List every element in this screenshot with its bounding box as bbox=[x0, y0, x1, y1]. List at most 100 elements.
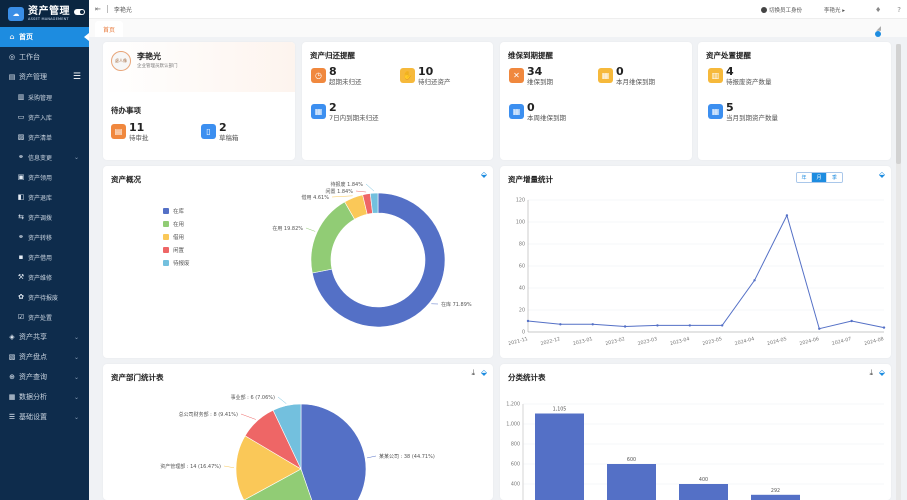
settings-icon[interactable] bbox=[875, 31, 881, 37]
sidebar-item-3[interactable]: ▥ 采购管理 bbox=[0, 87, 89, 107]
svg-text:闲置 1.84%: 闲置 1.84% bbox=[326, 188, 354, 195]
sidebar-item-11[interactable]: ▪ 资产借用 bbox=[0, 247, 89, 267]
scroll-thumb[interactable] bbox=[896, 44, 901, 164]
tab-home[interactable]: 首页 bbox=[95, 21, 124, 37]
period-month[interactable]: 月 bbox=[812, 173, 827, 182]
stat-maint-due[interactable]: ✕ 34 维保到期 bbox=[509, 66, 553, 87]
chart-legend: 在库 在用 借用 闲置 待报废 bbox=[163, 204, 190, 269]
menu-icon: ▧ bbox=[8, 353, 16, 361]
help-icon[interactable]: ? bbox=[897, 5, 901, 14]
svg-text:待报废 1.84%: 待报废 1.84% bbox=[331, 181, 364, 188]
sidebar-item-label: 工作台 bbox=[19, 53, 40, 61]
stat-due-7days[interactable]: ▦ 2 7日内到期未归还 bbox=[311, 102, 379, 123]
stat-maint-month[interactable]: ▦ 0 本月维保到期 bbox=[598, 66, 655, 87]
menu-icon: ⊕ bbox=[9, 373, 15, 381]
stat-pending-scrap[interactable]: ▥ 4 待报废资产数量 bbox=[708, 66, 772, 87]
user-department: 企业管理员默认部门 bbox=[137, 64, 178, 69]
sidebar-item-4[interactable]: ▭ 资产入库 bbox=[0, 107, 89, 127]
svg-text:2021-11: 2021-11 bbox=[508, 336, 529, 347]
line-chart: 0 20 40 60 80 100 120 2021-11 2022-12 2023-01 2023… bbox=[508, 198, 886, 347]
sidebar-item-8[interactable]: ◧ 资产退库 bbox=[0, 187, 89, 207]
stat-pending-return[interactable]: ✋ 10 待归还资产 bbox=[400, 66, 451, 87]
sidebar-item-16[interactable]: ▧ 资产盘点 ⌄ bbox=[0, 347, 89, 367]
asset-growth-card: 资产增量统计 年 月 季 ⬙ 0 20 40 60 80 100 120 2021-11 202… bbox=[500, 166, 891, 358]
menu-icon: ◧ bbox=[17, 193, 25, 201]
legend-item[interactable]: 借用 bbox=[163, 230, 190, 243]
todo-title: 待办事项 bbox=[111, 106, 141, 115]
legend-item[interactable]: 待报废 bbox=[163, 256, 190, 269]
legend-item[interactable]: 在库 bbox=[163, 204, 190, 217]
legend-item[interactable]: 在用 bbox=[163, 217, 190, 230]
download-icon[interactable]: ⤓ bbox=[471, 368, 475, 377]
collapse-sidebar-icon[interactable]: ⇤ bbox=[95, 5, 101, 13]
page-scrollbar[interactable] bbox=[896, 44, 901, 500]
stat-maint-week[interactable]: ▦ 0 本周维保到期 bbox=[509, 102, 566, 123]
tab-scroll-icon[interactable]: ◢ bbox=[876, 25, 881, 32]
sidebar-item-18[interactable]: ▦ 数据分析 ⌄ bbox=[0, 387, 89, 407]
sidebar-item-0[interactable]: ⌂ 首页 bbox=[0, 27, 89, 47]
card-title: 资产处置提醒 bbox=[706, 51, 751, 60]
stat-month-expiring[interactable]: ▦ 5 当月到期资产数量 bbox=[708, 102, 778, 123]
svg-text:120: 120 bbox=[516, 198, 525, 204]
svg-text:100: 100 bbox=[516, 220, 525, 226]
sidebar-item-9[interactable]: ⇆ 资产调拨 bbox=[0, 207, 89, 227]
sidebar-item-label: 资产领用 bbox=[28, 174, 53, 182]
sidebar-item-12[interactable]: ⚒ 资产维修 bbox=[0, 267, 89, 287]
sidebar-item-15[interactable]: ◈ 资产共享 ⌄ bbox=[0, 327, 89, 347]
top-bar: ⇤ 李艳光 切换员工身份 李艳光 ▸ ♦ ? bbox=[89, 0, 907, 19]
calendar-icon: ▦ bbox=[708, 104, 723, 119]
stat-overdue[interactable]: ◷ 8 超期未归还 bbox=[311, 66, 362, 87]
pie-chart: 某某公司 : 38 (44.71%) 资产管理部 : 14 (16.47%) 总公司… bbox=[160, 394, 435, 500]
calendar-icon: ▦ bbox=[598, 68, 613, 83]
user-menu[interactable]: 李艳光 ▸ bbox=[823, 7, 845, 14]
menu-icon: ✿ bbox=[18, 293, 24, 301]
svg-text:20: 20 bbox=[519, 308, 525, 314]
list-icon[interactable]: ☰ bbox=[72, 72, 81, 82]
svg-text:2024-04: 2024-04 bbox=[734, 336, 755, 347]
sidebar-item-label: 资产借用 bbox=[28, 254, 53, 262]
sidebar-item-14[interactable]: ☑ 资产处置 bbox=[0, 307, 89, 327]
cloud-download-icon[interactable]: ⬙ bbox=[878, 170, 885, 179]
svg-text:2023-05: 2023-05 bbox=[702, 336, 723, 347]
sidebar-item-label: 资产共享 bbox=[19, 333, 47, 341]
todo-drafts[interactable]: ▯ 2 草稿箱 bbox=[201, 122, 239, 143]
chevron-down-icon: ⌄ bbox=[73, 373, 79, 381]
sidebar-item-10[interactable]: ⚭ 资产转移 bbox=[0, 227, 89, 247]
sidebar-item-17[interactable]: ⊕ 资产查询 ⌄ bbox=[0, 367, 89, 387]
svg-text:2022-12: 2022-12 bbox=[540, 336, 561, 347]
sidebar-item-19[interactable]: ☰ 基础设置 ⌄ bbox=[0, 407, 89, 427]
switch-identity-button[interactable]: 切换员工身份 bbox=[760, 6, 802, 14]
chevron-down-icon: ⌄ bbox=[73, 153, 79, 161]
sidebar-item-1[interactable]: ◎ 工作台 bbox=[0, 47, 89, 67]
sidebar-nav: ⌂ 首页 ◎ 工作台 ▤ 资产管理 ☰ ▥ 采购管理 ▭ 资产入库 ▨ 资产清单 ⚭ 信息变更 ⌄ ▣ 资产领用 ◧… bbox=[0, 27, 89, 427]
svg-text:在库 71.89%: 在库 71.89% bbox=[441, 301, 472, 308]
todo-pending-approval[interactable]: ▤ 11 待审批 bbox=[111, 122, 149, 143]
menu-icon: ▭ bbox=[17, 113, 25, 121]
sidebar-item-7[interactable]: ▣ 资产领用 bbox=[0, 167, 89, 187]
period-quarter[interactable]: 季 bbox=[827, 173, 842, 182]
svg-text:800: 800 bbox=[511, 442, 520, 448]
sidebar-item-6[interactable]: ⚭ 信息变更 ⌄ bbox=[0, 147, 89, 167]
tab-bar: 首页 ◢ bbox=[89, 19, 907, 37]
disposal-reminder-card: 资产处置提醒 ▥ 4 待报废资产数量 ▦ 5 当月到期资产数量 bbox=[698, 42, 891, 160]
sidebar-item-13[interactable]: ✿ 资产待报废 bbox=[0, 287, 89, 307]
document-icon: ▯ bbox=[201, 124, 216, 139]
cloud-icon: ☁ bbox=[8, 6, 24, 21]
sidebar-item-label: 资产查询 bbox=[19, 373, 47, 381]
sidebar-item-2[interactable]: ▤ 资产管理 ☰ bbox=[0, 67, 89, 87]
cloud-download-icon[interactable]: ⬙ bbox=[480, 368, 487, 377]
svg-text:1,105: 1,105 bbox=[553, 407, 567, 413]
theme-toggle[interactable] bbox=[74, 9, 85, 15]
menu-icon: ▤ bbox=[8, 73, 16, 81]
avatar: 虚人像 bbox=[111, 51, 131, 71]
period-year[interactable]: 年 bbox=[797, 173, 812, 182]
chevron-down-icon: ⌄ bbox=[73, 413, 79, 421]
cloud-download-icon[interactable]: ⬙ bbox=[480, 170, 487, 179]
bell-icon[interactable]: ♦ bbox=[875, 5, 882, 14]
cloud-download-icon[interactable]: ⬙ bbox=[878, 368, 885, 377]
svg-text:资产管理部 : 14 (16.47%): 资产管理部 : 14 (16.47%) bbox=[160, 463, 221, 470]
legend-item[interactable]: 闲置 bbox=[163, 243, 190, 256]
download-icon[interactable]: ⤓ bbox=[869, 368, 873, 377]
sidebar-item-5[interactable]: ▨ 资产清单 bbox=[0, 127, 89, 147]
sidebar-item-label: 资产管理 bbox=[19, 73, 47, 81]
